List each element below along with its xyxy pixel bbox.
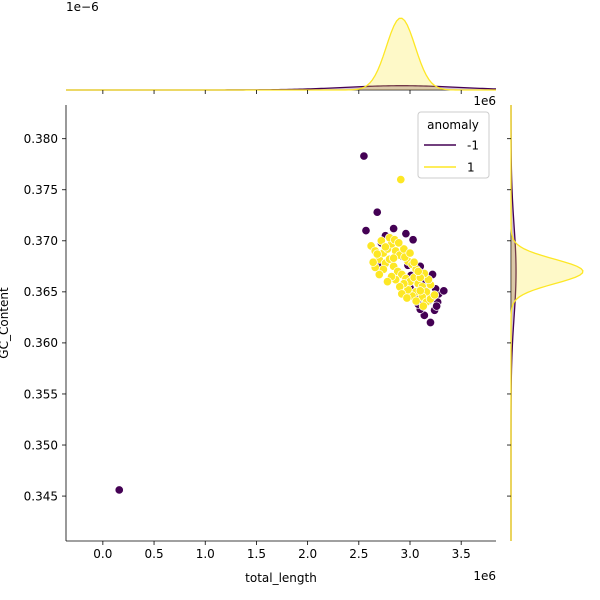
top-kde-offset-label: 1e−6: [66, 0, 99, 14]
x-tick-label: 1.0: [196, 547, 215, 561]
point-anomaly-neg1: [361, 226, 371, 236]
legend-title: anomaly: [427, 118, 479, 132]
legend-label-1: 1: [467, 161, 475, 175]
point-anomaly-1: [405, 248, 415, 258]
y-tick-label: 0.380: [24, 132, 58, 146]
right-kde-fill: [511, 105, 583, 541]
point-anomaly-neg1: [401, 229, 411, 239]
right-kde-line: [510, 105, 584, 541]
point-anomaly-neg1: [432, 301, 442, 311]
point-anomaly-neg1: [359, 151, 369, 161]
x-tick-label: 2.5: [349, 547, 368, 561]
point-anomaly-1: [411, 296, 421, 306]
point-anomaly-neg1: [114, 485, 124, 495]
y-tick-label: 0.365: [24, 285, 58, 299]
legend-label-neg1: -1: [467, 139, 479, 153]
point-anomaly-1: [382, 277, 393, 287]
x-tick-label: 0.5: [145, 547, 164, 561]
point-anomaly-1: [368, 257, 378, 267]
x-tick-label: 0.0: [93, 547, 112, 561]
point-anomaly-1: [418, 301, 428, 311]
main-scatter-axes: 0.0 0.5 1.0 1.5 2.0 2.5 3.0 3.5 0.345 0.350 0.355…: [0, 90, 511, 585]
top-kde-line: [66, 17, 496, 91]
point-anomaly-neg1: [425, 317, 436, 328]
x-tick-label: 3.0: [400, 547, 419, 561]
x-tick-label: 2.0: [298, 547, 317, 561]
point-anomaly-neg1: [408, 235, 418, 245]
y-tick-label: 0.370: [24, 234, 58, 248]
x-tick-label: 1.5: [247, 547, 266, 561]
top-kde-fill: [66, 85, 496, 90]
point-anomaly-1: [389, 253, 399, 263]
y-axis-label: GC_Content: [0, 287, 11, 359]
point-anomaly-1: [372, 249, 382, 259]
legend: anomaly -1 1: [417, 111, 490, 179]
point-anomaly-neg1: [389, 224, 399, 234]
top-marginal-kde: 1e−6 1e6: [66, 0, 497, 108]
point-anomaly-1: [380, 242, 390, 252]
point-anomaly-1: [409, 257, 419, 267]
point-anomaly-1: [394, 238, 404, 248]
point-anomaly-1: [430, 290, 440, 300]
x-offset-label: 1e6: [473, 569, 496, 583]
point-anomaly-1: [415, 286, 425, 296]
y-tick-label: 0.375: [24, 183, 58, 197]
x-axis-label: total_length: [245, 571, 317, 585]
point-anomaly-1: [413, 266, 423, 276]
right-marginal-kde: [510, 105, 584, 541]
point-anomaly-neg1: [439, 286, 449, 296]
y-tick-label: 0.345: [24, 489, 58, 503]
y-tick-label: 0.355: [24, 387, 58, 401]
point-anomaly-1: [396, 174, 406, 185]
x-tick-label: 3.5: [452, 547, 471, 561]
point-anomaly-1: [374, 269, 384, 280]
y-tick-label: 0.350: [24, 438, 58, 452]
point-anomaly-neg1: [372, 207, 382, 217]
y-tick-label: 0.360: [24, 336, 58, 350]
top-kde-fill: [66, 18, 496, 91]
point-anomaly-1: [402, 293, 412, 303]
top-x-offset-label: 1e6: [473, 94, 496, 108]
